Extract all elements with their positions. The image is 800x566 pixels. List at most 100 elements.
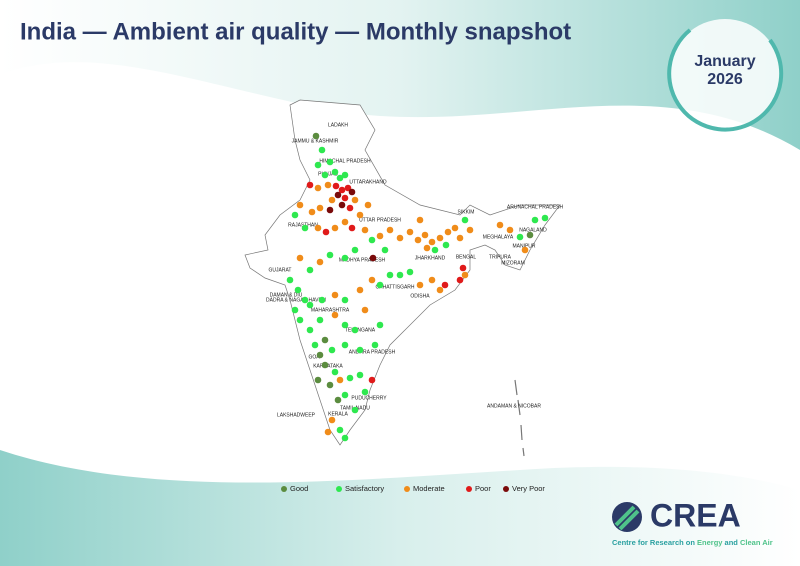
state-label: PUNJAB <box>318 171 338 177</box>
station-dot <box>296 254 304 262</box>
station-dot <box>324 181 332 189</box>
station-dot <box>314 376 322 384</box>
station-dot <box>314 224 322 232</box>
station-dot <box>531 216 539 224</box>
state-label: ANDHRA PRADESH <box>349 349 396 355</box>
station-dot <box>316 351 324 359</box>
station-dot <box>306 266 314 274</box>
station-dot <box>506 226 514 234</box>
station-dot <box>526 231 534 239</box>
station-dot <box>296 201 304 209</box>
station-dot <box>291 306 299 314</box>
station-dot <box>326 251 334 259</box>
station-dot <box>406 228 414 236</box>
station-dot <box>318 296 326 304</box>
station-dot <box>341 434 349 442</box>
station-dot <box>459 264 467 272</box>
station-dot <box>326 158 334 166</box>
state-label: MIZORAM <box>501 260 525 266</box>
station-dot <box>369 254 377 262</box>
logo-tagline: Centre for Research on Energy and Clean … <box>612 538 773 547</box>
station-dot <box>314 184 322 192</box>
legend-swatch <box>281 486 287 492</box>
station-dot <box>351 326 359 334</box>
station-dot <box>334 396 342 404</box>
legend-swatch <box>404 486 410 492</box>
state-label: JAMMU & KASHMIR <box>292 138 339 144</box>
station-dot <box>361 226 369 234</box>
station-dot <box>312 132 320 140</box>
station-dot <box>341 321 349 329</box>
state-label: ODISHA <box>410 293 430 299</box>
station-dot <box>461 216 469 224</box>
station-dot <box>341 171 349 179</box>
top-band <box>0 0 800 150</box>
station-dot <box>351 246 359 254</box>
state-label: HIMACHAL PRADESH <box>319 158 371 164</box>
state-label: MEGHALAYA <box>483 234 514 240</box>
station-dot <box>306 301 314 309</box>
station-dot <box>328 346 336 354</box>
station-dot <box>364 201 372 209</box>
station-dot <box>316 316 324 324</box>
station-dot <box>341 218 349 226</box>
station-dot <box>344 184 352 192</box>
station-dot <box>286 276 294 284</box>
state-label: ARUNACHAL PRADESH <box>507 204 564 210</box>
badge-month: January <box>694 53 755 70</box>
station-dot <box>376 321 384 329</box>
legend-label: Good <box>290 484 308 493</box>
station-dot <box>456 234 464 242</box>
station-dot <box>396 271 404 279</box>
station-dot <box>456 276 464 284</box>
station-dot <box>356 371 364 379</box>
station-dot <box>444 228 452 236</box>
badge-bg <box>669 19 781 131</box>
station-dot <box>321 336 329 344</box>
india-outline <box>244 99 561 446</box>
station-dot <box>331 168 339 176</box>
station-dot <box>381 246 389 254</box>
station-dot <box>324 428 332 436</box>
station-dot <box>516 233 524 241</box>
station-dot <box>331 368 339 376</box>
logo: CREA Centre for Research on Energy and C… <box>612 497 773 547</box>
station-dot <box>338 201 346 209</box>
station-dot <box>356 346 364 354</box>
legend-label: Very Poor <box>512 484 545 493</box>
station-dot <box>496 221 504 229</box>
station-dot <box>396 234 404 242</box>
station-dot <box>332 182 340 190</box>
tagline-part: Centre for Research on <box>612 538 697 547</box>
logo-stripes <box>614 505 640 531</box>
station-dot <box>466 226 474 234</box>
station-dot <box>296 316 304 324</box>
state-label: ANDAMAN & NICOBAR <box>487 403 541 409</box>
state-label: NAGALAND <box>519 227 547 233</box>
station-dot <box>428 276 436 284</box>
station-dot <box>406 268 414 276</box>
station-dot <box>321 171 329 179</box>
title: India — Ambient air quality — Monthly sn… <box>20 18 571 45</box>
legend-swatch <box>336 486 342 492</box>
station-dot <box>346 374 354 382</box>
station-dot <box>301 296 309 304</box>
station-dot <box>541 214 549 222</box>
station-dot <box>336 174 344 182</box>
station-dot <box>351 406 359 414</box>
tagline-part: Clean Air <box>740 538 773 547</box>
station-dot <box>386 271 394 279</box>
station-dot <box>341 341 349 349</box>
station-dot <box>441 281 449 289</box>
station-dot <box>338 186 346 194</box>
station-dot <box>348 224 356 232</box>
station-dot <box>306 181 314 189</box>
station-dot <box>314 161 322 169</box>
station-dot <box>326 206 334 214</box>
station-dot <box>326 381 334 389</box>
station-dot <box>331 291 339 299</box>
state-label: CHHATTISGARH <box>375 284 414 290</box>
station-dot <box>368 276 376 284</box>
